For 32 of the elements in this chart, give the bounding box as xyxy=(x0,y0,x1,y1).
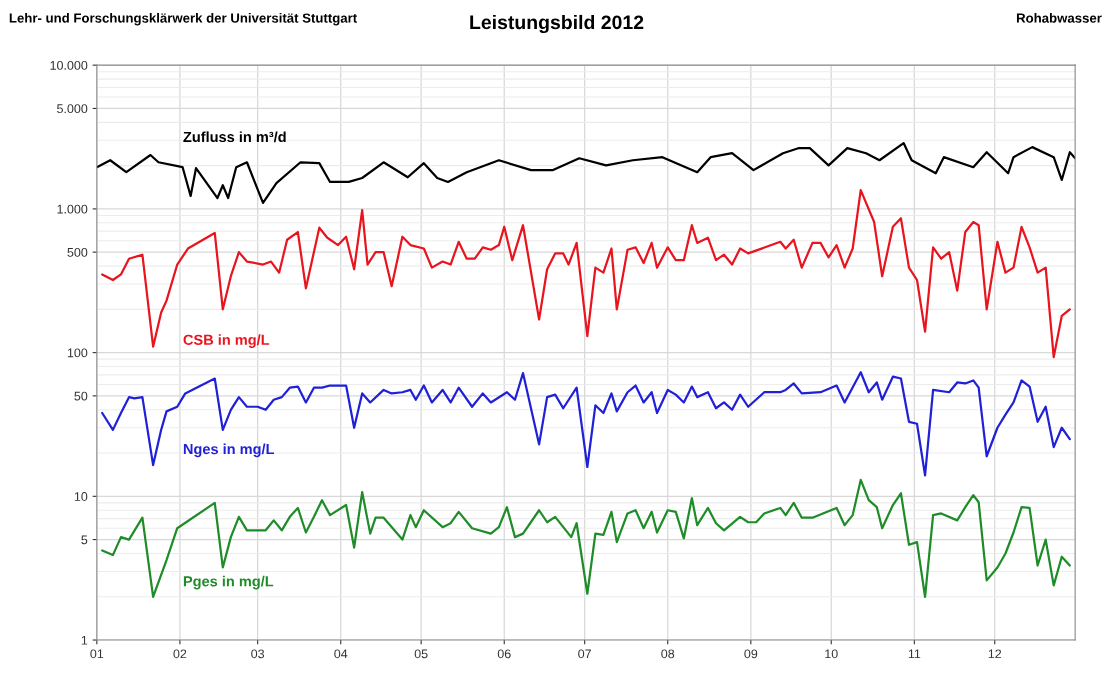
y-tick-label: 10 xyxy=(74,492,88,501)
x-tick-label: 10 xyxy=(825,649,838,659)
y-tick-label: 1 xyxy=(81,635,88,645)
series-label: Zufluss in m³/d xyxy=(183,131,286,143)
chart-title: Leistungsbild 2012 xyxy=(470,14,644,34)
y-tick-label: 10.000 xyxy=(50,60,88,70)
line-series xyxy=(101,478,1071,598)
y-tick-label: 1.000 xyxy=(57,204,88,214)
x-tick-label: 06 xyxy=(497,649,511,659)
x-tick-label: 11 xyxy=(908,649,921,659)
x-tick-label: 03 xyxy=(251,649,265,659)
text: Lehr- und Forschungsklärwerk der Universität Stuttgart xyxy=(9,13,357,26)
line-series xyxy=(96,141,1076,205)
series-label: CSB in mg/L xyxy=(183,334,270,348)
x-tick-label: 09 xyxy=(744,649,758,659)
x-tick-label: 01 xyxy=(90,649,104,659)
text: Rohabwasser xyxy=(1016,13,1102,23)
line-series xyxy=(101,371,1071,477)
x-tick-label: 05 xyxy=(414,649,428,659)
x-tick-label: 07 xyxy=(578,649,591,659)
y-tick-label: 100 xyxy=(67,348,88,358)
x-tick-label: 08 xyxy=(661,649,675,659)
x-tick-label: 04 xyxy=(334,649,348,659)
y-tick-label: 50 xyxy=(74,391,88,401)
series-label: Pges in mg/L xyxy=(183,575,274,590)
line-series xyxy=(101,189,1071,359)
x-tick-label: 02 xyxy=(173,649,187,659)
series-label: Nges in mg/L xyxy=(183,443,275,458)
y-tick-label: 500 xyxy=(67,247,88,257)
y-tick-label: 5.000 xyxy=(57,104,88,114)
y-tick-label: 5 xyxy=(81,535,88,545)
x-tick-label: 12 xyxy=(988,649,1002,659)
